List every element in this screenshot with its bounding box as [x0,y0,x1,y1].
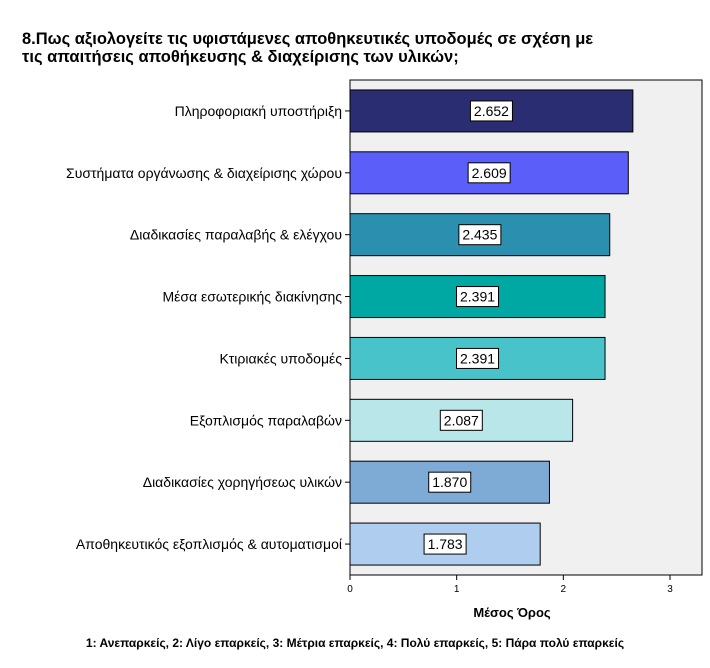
x-axis-title: Μέσος Όρος [473,605,551,620]
category-label-4: Μέσα εσωτερικής διακίνησης [163,289,343,305]
x-tick-label-2: 2 [561,584,567,595]
rating-scale-footnote: 1: Ανεπαρκείς, 2: Λίγο επαρκείς, 3: Μέτρ… [85,636,625,650]
data-label-4: 2.391 [460,289,495,305]
data-label-1: 2.652 [474,103,509,119]
data-label-box-2 [467,162,511,184]
data-label-box-6 [439,409,483,431]
category-label-7: Διαδικασίες χορηγήσεως υλικών [143,474,342,490]
data-label-box-3 [458,224,502,246]
category-label-6: Εξοπλισμός παραλαβών [190,412,342,428]
category-label-5: Κτιριακές υποδομές [219,350,342,366]
category-label-3: Διαδικασίες παραλαβής & ελέγχου [130,227,342,243]
data-label-2: 2.609 [472,165,507,181]
x-tick-label-1: 1 [454,584,460,595]
data-label-6: 2.087 [444,412,479,428]
bar-4 [349,275,606,319]
chart-title-line-2: τις απαιτήσεις αποθήκευσης & διαχείρισης… [22,48,459,66]
x-tick-label-0: 0 [347,584,353,595]
data-label-7: 1.870 [432,474,467,490]
data-label-5: 2.391 [460,350,495,366]
data-label-3: 2.435 [462,227,497,243]
chart-title: 8.Πως αξιολογείτε τις υφιστάμενες αποθηκ… [22,30,702,66]
data-label-box-8 [423,533,467,555]
bar-8 [349,522,541,566]
data-label-box-7 [428,471,472,493]
data-label-box-4 [456,286,500,308]
chart-title-line-1: 8.Πως αξιολογείτε τις υφιστάμενες αποθηκ… [22,30,594,48]
category-label-8: Αποθηκευτικός εξοπλισμός & αυτοματισμοί [76,536,342,552]
data-label-box-5 [456,347,500,369]
category-label-2: Συστήματα οργάνωσης & διαχείρισης χώρου [66,165,342,181]
category-label-1: Πληροφοριακή υποστήριξη [175,103,342,119]
data-label-8: 1.783 [428,536,463,552]
data-label-box-1 [469,100,513,122]
x-tick-label-3: 3 [667,584,673,595]
